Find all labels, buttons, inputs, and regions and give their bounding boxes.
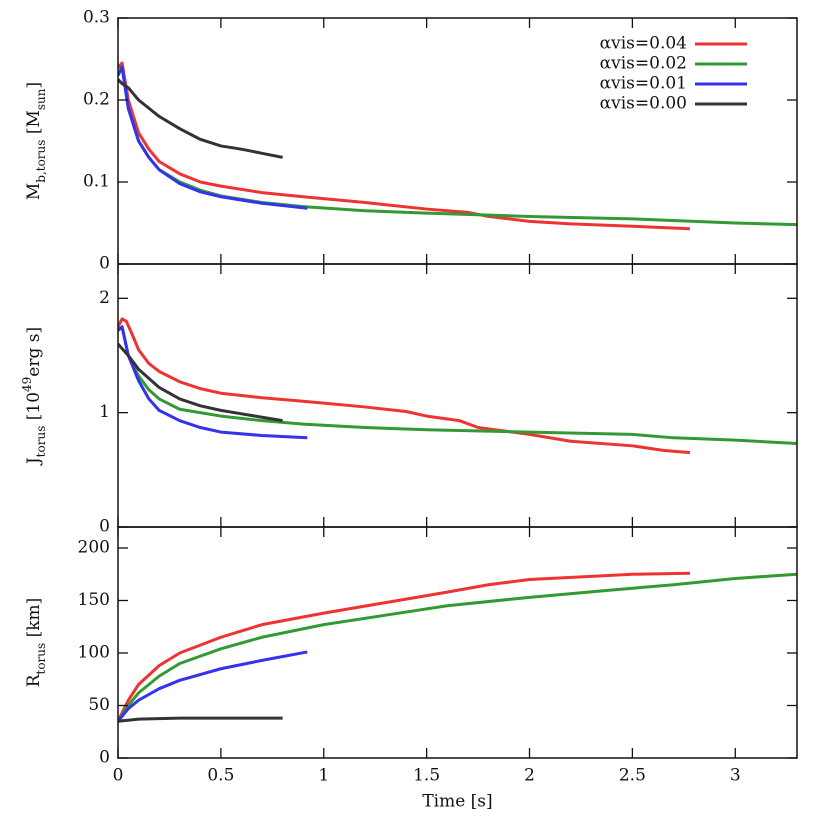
plot-frame	[117, 526, 798, 759]
y-tick-label: 0.3	[83, 8, 110, 28]
y-tick-label: 0.1	[83, 172, 110, 192]
y-tick-label: 0	[99, 254, 110, 274]
y-tick-label: 2	[99, 288, 110, 308]
series-line	[118, 65, 308, 210]
y-tick-label: 150	[78, 590, 110, 610]
x-tick-label: 0	[113, 766, 124, 786]
y-tick-label: 200	[78, 538, 110, 558]
y-tick-label: 0.2	[83, 90, 110, 110]
x-tick-label: 1	[318, 766, 329, 786]
x-tick-label: 2	[524, 766, 535, 786]
series-line	[118, 325, 797, 446]
y-axis-label-part: [10	[24, 392, 44, 426]
series-line	[118, 325, 308, 440]
y-axis-label-part: [M	[24, 110, 44, 139]
y-tick-label: 0	[99, 748, 110, 768]
y-axis-label-part: 49	[20, 377, 34, 392]
y-axis-label-part: [km]	[24, 598, 44, 643]
series-line	[118, 571, 691, 722]
y-tick-label: 100	[78, 643, 110, 663]
legend-label: αvis=0.04	[600, 34, 687, 54]
series-line	[118, 343, 283, 423]
y-tick-label: 0	[99, 517, 110, 537]
y-axis-label: Rtorus [km]	[24, 598, 48, 688]
legend-label: αvis=0.02	[600, 54, 687, 74]
series-line	[118, 650, 308, 723]
series-line	[118, 716, 283, 723]
series-line	[118, 572, 797, 723]
series-line	[118, 78, 283, 159]
y-axis-label-part: ]	[24, 82, 44, 89]
plot-frame	[117, 263, 798, 528]
x-tick-label: 0.5	[207, 766, 234, 786]
legend-label: αvis=0.00	[600, 94, 687, 114]
y-axis-label-part: b,torus	[34, 140, 48, 183]
y-tick-label: 1	[99, 402, 110, 422]
y-tick-label: 50	[88, 695, 110, 715]
x-tick-label: 2.5	[619, 766, 646, 786]
legend-label: αvis=0.01	[600, 74, 687, 94]
x-tick-label: 1.5	[413, 766, 440, 786]
plot-frame	[117, 17, 798, 265]
y-axis-label-part: sun	[34, 88, 48, 110]
y-axis-label-part: M	[24, 183, 44, 200]
y-axis-label-part: torus	[34, 426, 48, 458]
x-tick-label: 3	[730, 766, 741, 786]
x-axis-label: Time [s]	[422, 792, 492, 812]
series-line	[118, 61, 691, 231]
y-axis-label: Mb,torus [Msun]	[24, 82, 48, 200]
series-line	[118, 317, 691, 455]
y-axis-label-part: torus	[34, 643, 48, 675]
y-axis-label-part: J	[24, 457, 44, 466]
y-axis-label-part: R	[24, 673, 44, 687]
y-axis-label-part: erg s]	[24, 327, 44, 377]
y-axis-label: Jtorus [1049erg s]	[20, 327, 48, 466]
